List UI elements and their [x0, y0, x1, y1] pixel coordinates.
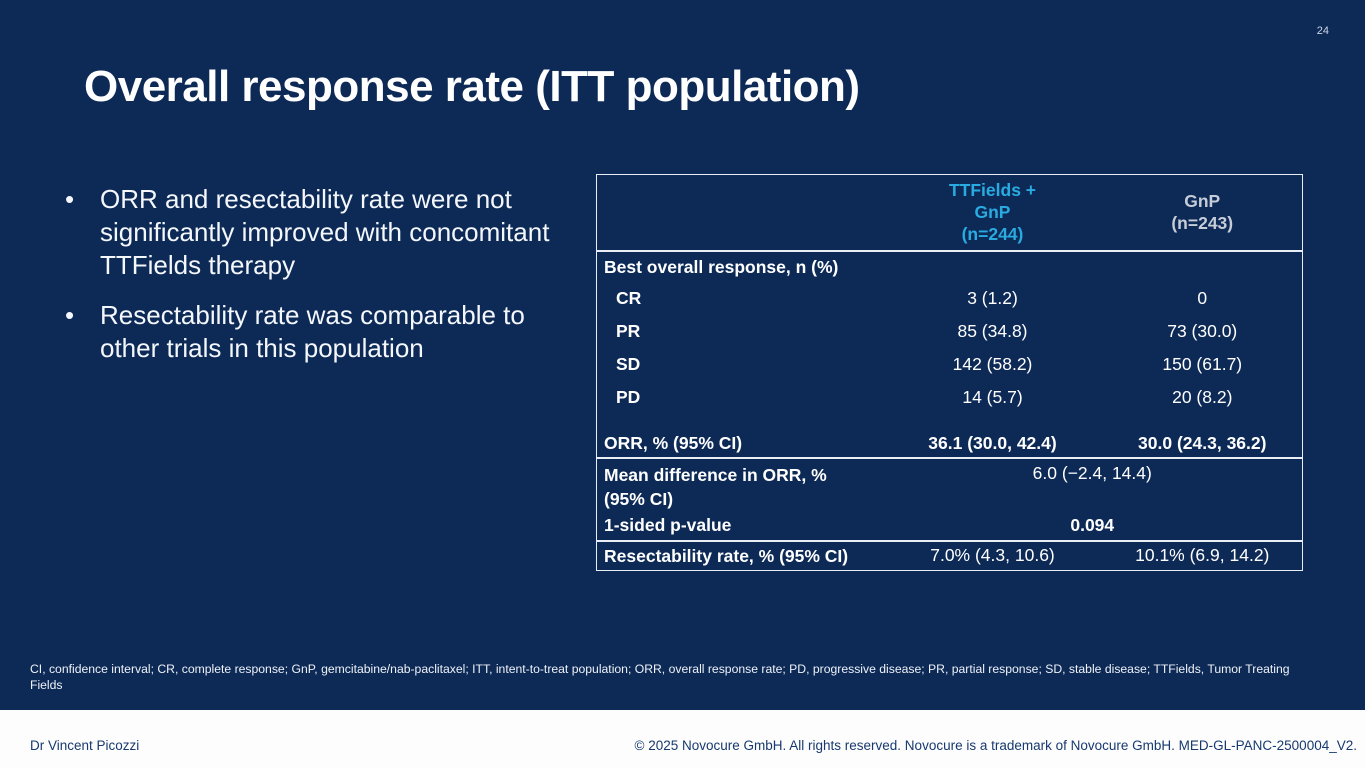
table-row-best-overall-response: Best overall response, n (%) — [597, 251, 1303, 282]
row-label: CR — [616, 288, 642, 308]
table-row-pr: PR 85 (34.8) 73 (30.0) — [597, 315, 1303, 348]
cell-combined-value: 0.094 — [1070, 514, 1115, 535]
copyright-text: © 2025 Novocure GmbH. All rights reserve… — [634, 738, 1358, 753]
footer-bar: Dr Vincent Picozzi © 2025 Novocure GmbH.… — [0, 710, 1365, 768]
cell-ttfields-gnp: 3 (1.2) — [967, 287, 1018, 308]
cell-ttfields-gnp: 85 (34.8) — [957, 320, 1028, 341]
abbreviations-footnote: CI, confidence interval; CR, complete re… — [30, 662, 1290, 693]
cell-ttfields-gnp: 7.0% (4.3, 10.6) — [930, 545, 1055, 566]
table-header-row: TTFields + GnP (n=244) GnP (n=243) — [596, 175, 1303, 251]
row-label: SD — [616, 354, 641, 374]
header-line: (n=244) — [961, 224, 1024, 245]
row-label: Resectability rate, % (95% CI) — [604, 545, 849, 566]
cell-combined-value: 6.0 (−2.4, 14.4) — [1032, 462, 1152, 483]
table-row-mean-difference: Mean difference in ORR, % (95% CI) 6.0 (… — [597, 458, 1303, 511]
empty-header-cell — [597, 175, 883, 251]
page-number: 24 — [1316, 25, 1329, 37]
table-row-pd: PD 14 (5.7) 20 (8.2) — [597, 381, 1303, 414]
cell-gnp: 150 (61.7) — [1162, 353, 1243, 374]
spacer-cell — [597, 414, 1303, 430]
header-line: GnP — [1184, 191, 1221, 212]
bullet-item: ORR and resectability rate were not sign… — [63, 183, 573, 282]
cell-gnp: 30.0 (24.3, 36.2) — [1138, 432, 1267, 453]
row-label: PR — [616, 321, 641, 341]
header-line: TTFields + — [948, 180, 1037, 201]
section-label: Best overall response, n (%) — [604, 256, 839, 277]
cell-ttfields-gnp: 36.1 (30.0, 42.4) — [928, 432, 1057, 453]
row-label: 1-sided p-value — [604, 515, 732, 535]
label-line: (95% CI) — [604, 488, 674, 509]
cell-gnp: 0 — [1197, 287, 1208, 308]
row-label: ORR, % (95% CI) — [604, 433, 743, 453]
page-title: Overall response rate (ITT population) — [84, 62, 860, 111]
results-table: TTFields + GnP (n=244) GnP (n=243) Best … — [596, 174, 1303, 571]
table-row-orr: ORR, % (95% CI) 36.1 (30.0, 42.4) 30.0 (… — [596, 430, 1303, 458]
header-line: (n=243) — [1171, 213, 1234, 234]
column-header-ttfields-gnp: TTFields + GnP (n=244) — [883, 175, 1103, 251]
table-row-resectability: Resectability rate, % (95% CI) 7.0% (4.3… — [597, 541, 1303, 571]
cell-ttfields-gnp: 142 (58.2) — [952, 353, 1033, 374]
bullet-list: ORR and resectability rate were not sign… — [63, 183, 573, 382]
cell-gnp: 73 (30.0) — [1167, 320, 1238, 341]
cell-gnp: 10.1% (6.9, 14.2) — [1135, 545, 1270, 566]
row-label: Mean difference in ORR, % (95% CI) — [597, 458, 883, 511]
bullet-item: Resectability rate was comparable to oth… — [63, 299, 573, 365]
table-row-cr: CR 3 (1.2) 0 — [597, 282, 1303, 315]
presenter-name: Dr Vincent Picozzi — [30, 738, 140, 753]
cell-gnp: 20 (8.2) — [1172, 386, 1233, 407]
column-header-gnp: GnP (n=243) — [1103, 175, 1303, 251]
table-row-p-value: 1-sided p-value 0.094 — [596, 511, 1303, 541]
row-label: PD — [616, 387, 641, 407]
header-line: GnP — [974, 202, 1011, 223]
cell-ttfields-gnp: 14 (5.7) — [962, 386, 1023, 407]
label-line: Mean difference in ORR, % — [604, 464, 827, 485]
table-row-sd: SD 142 (58.2) 150 (61.7) — [597, 348, 1303, 381]
table-spacer-row — [597, 414, 1303, 430]
